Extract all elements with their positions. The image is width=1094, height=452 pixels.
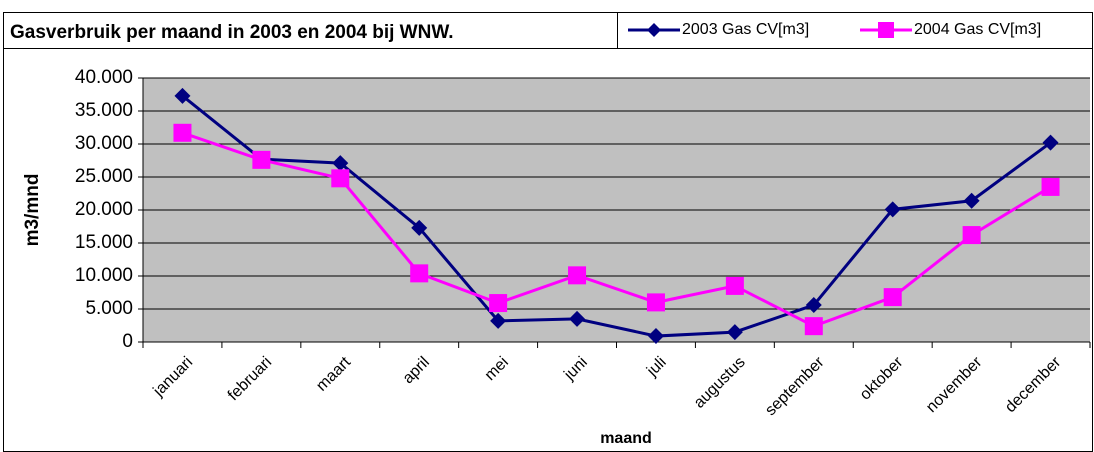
marker — [804, 317, 823, 336]
x-tick-label: april — [400, 354, 433, 387]
marker — [411, 219, 428, 236]
marker — [647, 328, 664, 345]
y-tick-label: 15.000 — [75, 232, 133, 253]
y-tick-label: 0 — [122, 331, 133, 352]
marker — [1042, 134, 1059, 151]
marker — [805, 297, 822, 314]
marker — [331, 169, 350, 188]
marker — [884, 201, 901, 218]
chart-title: Gasverbruik per maand in 2003 en 2004 bi… — [10, 22, 454, 43]
x-tick-label: november — [923, 353, 986, 416]
marker — [646, 293, 665, 312]
y-tick-label: 10.000 — [75, 265, 133, 286]
marker — [173, 123, 192, 142]
marker — [725, 276, 744, 295]
x-tick-label: januari — [150, 354, 197, 401]
x-tick-label: mei — [482, 354, 512, 384]
marker — [410, 264, 429, 283]
x-tick-label: december — [1002, 353, 1065, 416]
x-tick-label: oktober — [857, 353, 907, 403]
y-tick-label: 30.000 — [75, 133, 133, 154]
marker — [174, 87, 191, 104]
legend-label: 2004 Gas CV[m3] — [914, 21, 1041, 38]
marker — [490, 312, 507, 329]
legend-label: 2003 Gas CV[m3] — [682, 21, 809, 38]
marker — [489, 294, 508, 313]
x-axis-label: maand — [600, 430, 652, 447]
y-tick-label: 35.000 — [75, 100, 133, 121]
marker — [332, 155, 349, 172]
y-tick-label: 5.000 — [85, 298, 133, 319]
y-tick-label: 20.000 — [75, 199, 133, 220]
marker — [883, 288, 902, 307]
legend-marker — [647, 23, 661, 37]
series-line — [181, 131, 1052, 328]
marker — [726, 324, 743, 341]
series-line — [181, 94, 1052, 338]
marker — [569, 310, 586, 327]
marker — [963, 192, 980, 209]
marker — [1041, 177, 1060, 196]
x-tick-label: september — [762, 353, 828, 419]
x-tick-label: juni — [561, 354, 591, 384]
marker — [252, 150, 271, 169]
y-tick-label: 40.000 — [75, 67, 133, 88]
y-axis-label: m3/mnd — [22, 174, 43, 247]
y-tick-label: 25.000 — [75, 166, 133, 187]
marker — [568, 266, 587, 285]
x-tick-label: augustus — [691, 354, 749, 412]
x-tick-label: februari — [225, 354, 275, 404]
marker — [962, 226, 981, 245]
legend-marker — [878, 22, 894, 38]
x-tick-label: maart — [313, 353, 354, 394]
legend-box — [617, 12, 1093, 49]
x-tick-label: juli — [643, 354, 670, 381]
